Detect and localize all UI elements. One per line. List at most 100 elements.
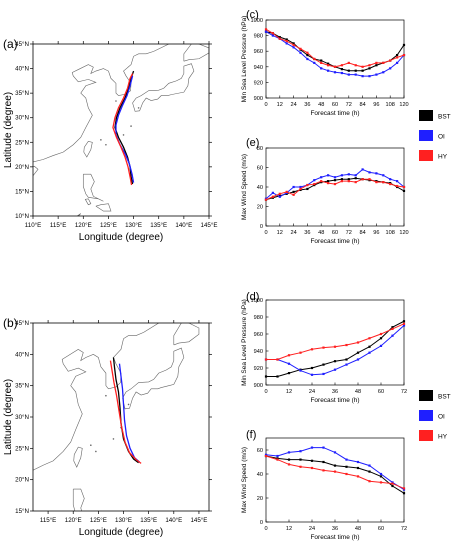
data-point-bst [347, 178, 350, 181]
data-point-bst [285, 38, 288, 41]
y-tick-label: 35°N [15, 383, 29, 390]
data-point-oi [333, 451, 337, 454]
track-oi [118, 363, 141, 463]
data-point-hy [402, 54, 406, 57]
data-point-hy [368, 480, 371, 483]
data-point-oi [347, 73, 350, 76]
data-point-oi [389, 178, 392, 181]
x-tick-label: 145°E [201, 222, 218, 229]
data-point-hy [322, 469, 325, 472]
data-point-hy [389, 59, 392, 62]
data-point-hy [354, 64, 357, 67]
data-point-oi [356, 460, 360, 464]
map-ylabel: Latitude (degree) [3, 92, 14, 168]
x-tick-label: 125°E [90, 517, 107, 524]
legend-swatch-hy [419, 430, 433, 441]
map-coastlines [33, 323, 200, 550]
data-point-oi [333, 71, 337, 74]
data-point-hy [375, 181, 378, 184]
data-point-oi [402, 324, 406, 327]
chart-xlabel: Forecast time (h) [310, 110, 359, 117]
island [122, 134, 125, 136]
panel-label: (a) [3, 37, 18, 51]
plot-frame [265, 19, 405, 99]
data-point-bst [396, 54, 399, 57]
x-tick-label: 110°E [25, 222, 41, 229]
data-point-bst [375, 64, 378, 67]
x-tick-label: 12 [286, 526, 292, 532]
data-point-hy [287, 354, 291, 357]
data-point-oi [327, 69, 330, 72]
data-point-hy [278, 192, 281, 195]
data-point-hy [340, 180, 343, 183]
data-point-oi [389, 67, 392, 70]
y-tick-label: 30°N [15, 115, 29, 122]
data-point-bst [354, 69, 357, 72]
chart-panel-d: 0 12 24 36 48 60 72 900 920 940 960 980 1000 Forecast… [241, 291, 407, 404]
island [105, 143, 107, 146]
y-tick-label: 20 [257, 496, 263, 502]
map-ylabel: Latitude (degree) [3, 379, 14, 455]
x-tick-label: 36 [332, 389, 338, 395]
x-tick-label: 60 [378, 389, 384, 395]
data-point-bst [306, 54, 309, 57]
y-tick-label: 980 [254, 34, 263, 40]
legend-swatch-oi [419, 410, 433, 421]
y-tick-label: 40°N [15, 66, 29, 73]
data-point-bst [327, 180, 330, 183]
data-point-oi [345, 458, 348, 461]
legend-swatch-oi [419, 130, 433, 141]
data-point-oi [327, 174, 330, 177]
coastline [122, 347, 185, 410]
x-tick-label: 48 [318, 102, 324, 108]
panel-label: (c) [246, 9, 259, 21]
data-point-oi [292, 185, 295, 189]
data-point-hy [356, 341, 360, 344]
data-point-bst [276, 457, 279, 460]
x-tick-label: 0 [264, 230, 267, 236]
data-point-bst [333, 464, 337, 467]
coastline [61, 539, 71, 550]
y-tick-label: 0 [260, 224, 263, 230]
data-point-oi [299, 450, 302, 453]
y-tick-label: 40°N [15, 351, 29, 358]
x-tick-label: 60 [332, 102, 338, 108]
legend-label-bst: BST [438, 114, 451, 121]
y-tick-label: 40 [257, 185, 263, 191]
data-point-hy [306, 51, 309, 54]
data-point-bst [356, 466, 360, 470]
x-tick-label: 120°E [65, 517, 82, 524]
data-point-hy [285, 39, 288, 43]
data-point-hy [402, 322, 406, 325]
x-tick-label: 12 [277, 230, 283, 236]
data-point-oi [310, 446, 314, 449]
legend-label-hy: HY [438, 154, 448, 161]
data-point-bst [292, 42, 295, 45]
x-tick-label: 60 [378, 526, 384, 532]
data-point-hy [264, 198, 268, 201]
data-point-oi [287, 362, 291, 365]
y-tick-label: 10°N [15, 213, 29, 220]
x-tick-label: 36 [332, 526, 338, 532]
map-xlabel: Longitude (degree) [79, 232, 164, 243]
x-tick-label: 130°E [115, 517, 132, 524]
data-point-bst [345, 465, 348, 468]
data-point-oi [396, 61, 399, 64]
data-point-bst [345, 358, 348, 361]
chart-ylabel: Max Wind Speed (m/s) [241, 447, 248, 513]
data-point-bst [347, 69, 350, 72]
map-frame [32, 43, 210, 217]
data-point-hy [391, 482, 394, 485]
y-tick-label: 80 [257, 146, 263, 152]
data-point-hy [375, 61, 378, 64]
coastline [95, 203, 112, 212]
data-point-oi [368, 464, 371, 467]
x-tick-label: 48 [355, 526, 361, 532]
data-point-hy [278, 37, 281, 40]
y-tick-label: 15°N [15, 188, 29, 195]
x-tick-label: 115°E [50, 222, 66, 229]
y-tick-label: 920 [254, 366, 263, 372]
data-point-oi [354, 174, 357, 177]
x-tick-label: 140°E [165, 517, 182, 524]
data-point-hy [299, 187, 302, 191]
